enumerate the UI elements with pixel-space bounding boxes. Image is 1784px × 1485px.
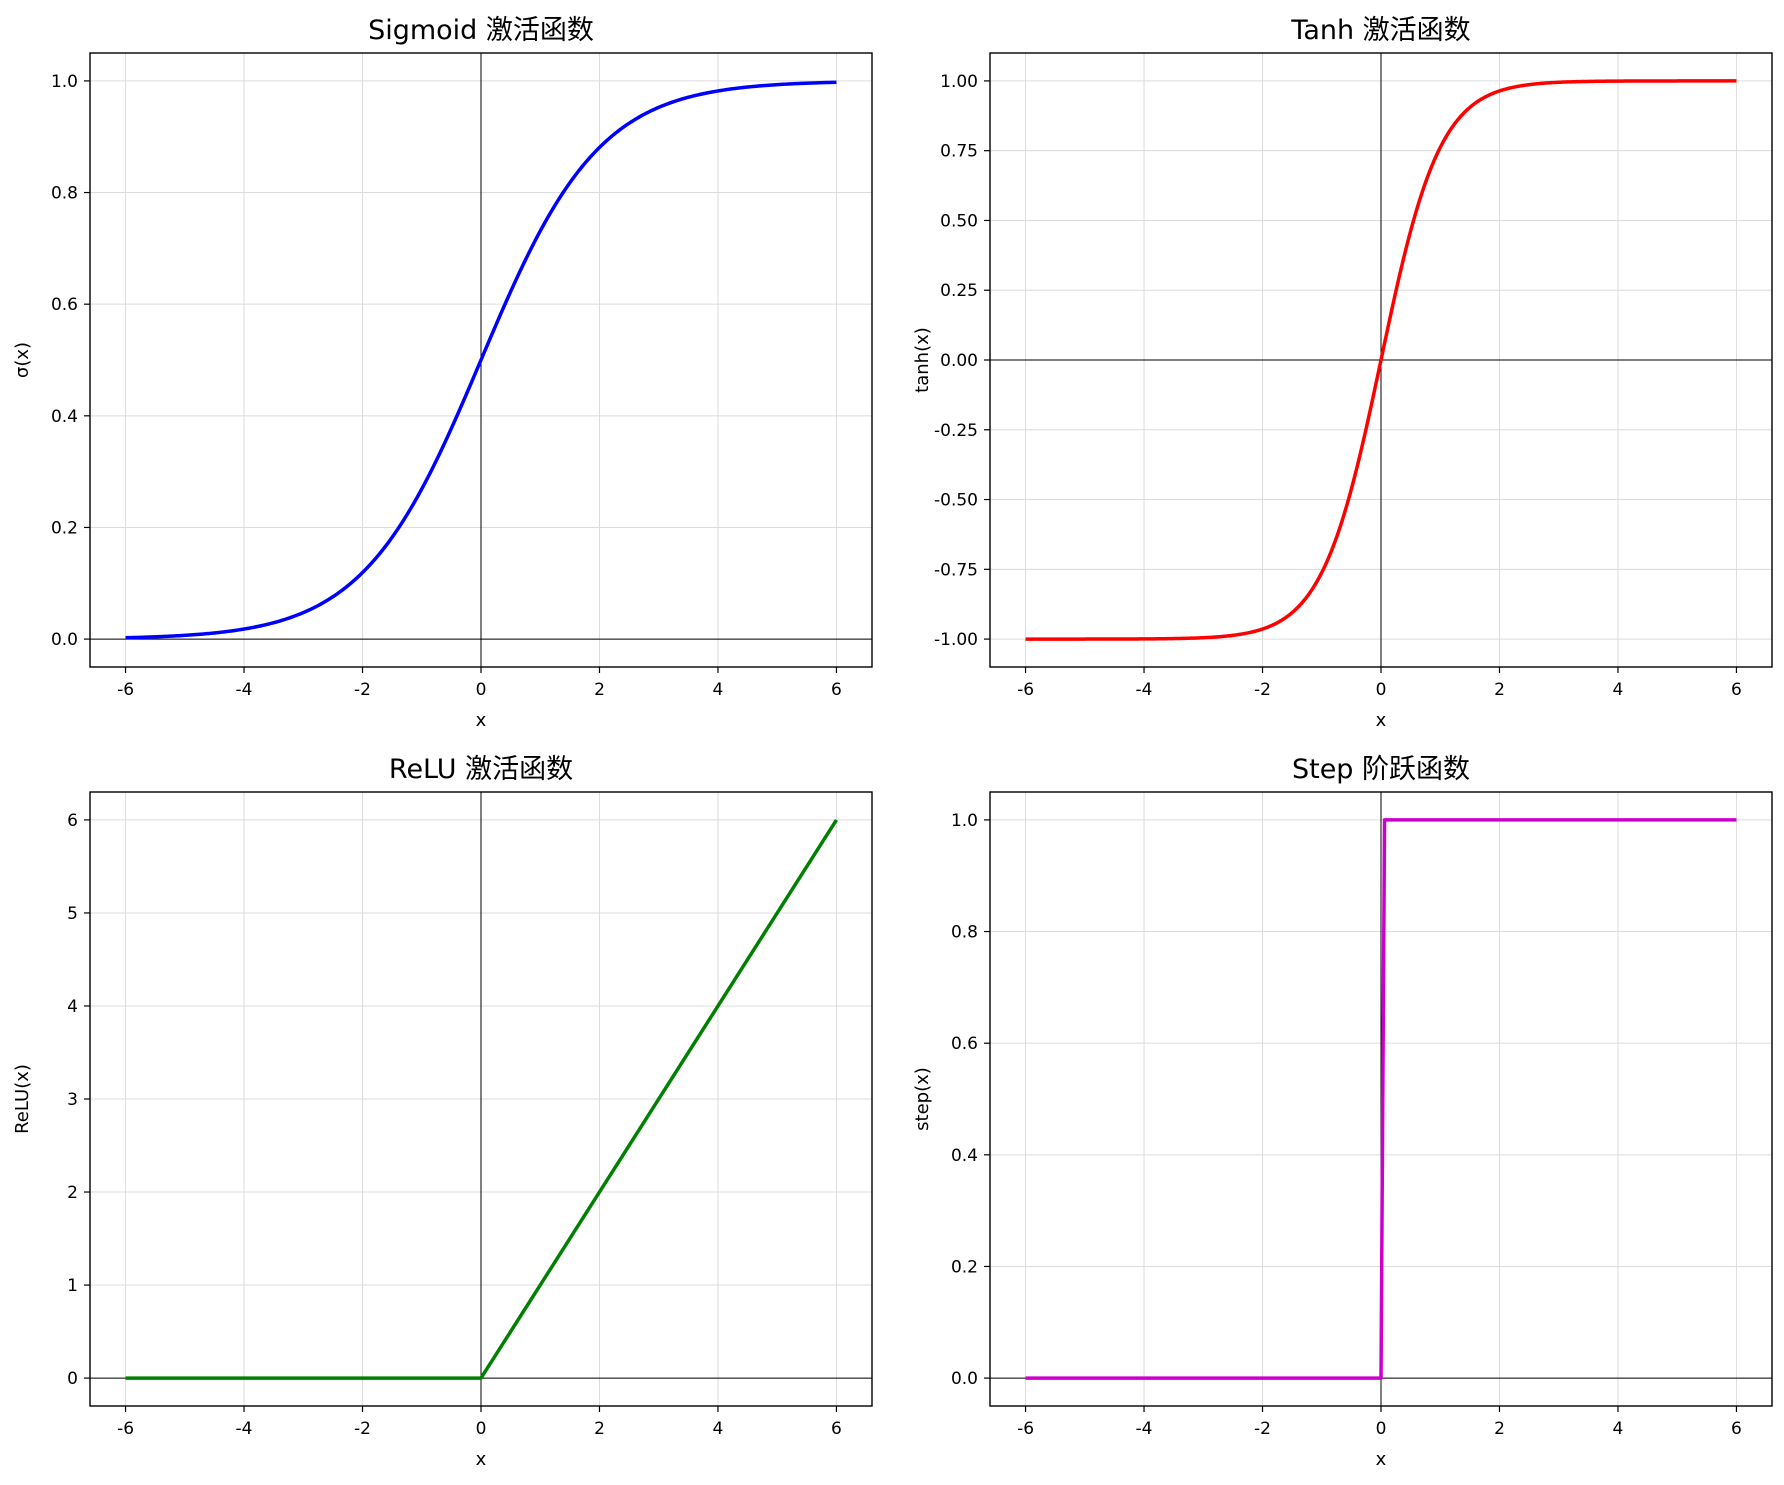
- chart-relu-ytick-label-2: 2: [67, 1183, 78, 1203]
- chart-tanh-xtick-label-3: 0: [1376, 680, 1387, 700]
- chart-tanh-xtick-label-0: -6: [1017, 680, 1034, 700]
- chart-relu-ytick-label-1: 1: [67, 1276, 78, 1296]
- chart-step: -6 -4 -2 0 2 4 6 0.0 0.2 0.4 0.6 0.8 1.0 Step 阶跃函数 x st…: [912, 754, 1773, 1470]
- chart-relu-xtick-label-0: -6: [117, 1419, 134, 1439]
- chart-step-ytick-label-1: 0.2: [951, 1257, 978, 1277]
- chart-relu-xtick-label-3: 0: [476, 1419, 487, 1439]
- chart-tanh-ytick-label-0: -1.00: [934, 630, 978, 650]
- chart-sigmoid-xtick-label-0: -6: [117, 680, 134, 700]
- chart-step-xtick-label-0: -6: [1017, 1419, 1034, 1439]
- chart-relu-ytick-label-5: 5: [67, 904, 78, 924]
- chart-relu-xtick-label-1: -4: [236, 1419, 253, 1439]
- chart-tanh-xtick-label-1: -4: [1136, 680, 1153, 700]
- chart-sigmoid-ytick-label-0: 0.0: [51, 630, 78, 650]
- chart-tanh: -6 -4 -2 0 2 4 6 -1.00 -0.75 -0.50 -0.25 0.00 0.25 0.…: [912, 15, 1773, 731]
- chart-tanh-xlabel: x: [1376, 710, 1387, 731]
- chart-tanh-title: Tanh 激活函数: [1290, 15, 1470, 46]
- chart-step-ylabel: step(x): [912, 1067, 933, 1131]
- chart-tanh-ytick-label-5: 0.25: [940, 281, 978, 301]
- chart-step-xtick-label-1: -4: [1136, 1419, 1153, 1439]
- chart-step-xtick-label-5: 4: [1613, 1419, 1624, 1439]
- chart-step-title: Step 阶跃函数: [1292, 754, 1470, 785]
- chart-relu-ytick-label-0: 0: [67, 1369, 78, 1389]
- chart-tanh-ytick-label-6: 0.50: [940, 211, 978, 231]
- chart-tanh-ytick-label-3: -0.25: [934, 421, 978, 441]
- chart-sigmoid-title: Sigmoid 激活函数: [368, 15, 594, 46]
- chart-sigmoid-xtick-label-1: -4: [236, 680, 253, 700]
- chart-step-ytick-label-0: 0.0: [951, 1369, 978, 1389]
- chart-sigmoid-ytick-label-5: 1.0: [51, 72, 78, 92]
- chart-sigmoid-series-line: [125, 80, 837, 640]
- chart-sigmoid-xtick-label-4: 2: [594, 680, 605, 700]
- chart-step-series-line: [1025, 818, 1737, 1380]
- chart-tanh-ytick-label-1: -0.75: [934, 560, 978, 580]
- chart-tanh-xtick-label-6: 6: [1731, 680, 1742, 700]
- chart-step-xtick-label-2: -2: [1254, 1419, 1271, 1439]
- chart-step-ytick-label-5: 1.0: [951, 811, 978, 831]
- chart-relu-xtick-label-6: 6: [831, 1419, 842, 1439]
- chart-relu-ytick-label-3: 3: [67, 1090, 78, 1110]
- chart-relu-series-line: [125, 818, 838, 1380]
- chart-relu-ytick-label-4: 4: [67, 997, 78, 1017]
- chart-tanh-ytick-label-7: 0.75: [940, 142, 978, 162]
- chart-step-xlabel: x: [1376, 1449, 1387, 1470]
- chart-relu-xtick-label-5: 4: [713, 1419, 724, 1439]
- chart-step-ytick-label-4: 0.8: [951, 923, 978, 943]
- chart-sigmoid-ytick-label-4: 0.8: [51, 184, 78, 204]
- chart-relu-ytick-label-6: 6: [67, 811, 78, 831]
- chart-step-ytick-label-2: 0.4: [951, 1146, 978, 1166]
- chart-sigmoid-xtick-label-2: -2: [354, 680, 371, 700]
- chart-tanh-ytick-label-4: 0.00: [940, 351, 978, 371]
- chart-step-xtick-label-6: 6: [1731, 1419, 1742, 1439]
- chart-sigmoid: -6 -4 -2 0 2 4 6 0.0 0.2 0.4 0.6 0.8 1.0 Sigmoid 激活函数…: [12, 15, 873, 731]
- chart-sigmoid-xlabel: x: [476, 710, 487, 731]
- chart-sigmoid-xtick-label-5: 4: [713, 680, 724, 700]
- chart-tanh-ytick-label-2: -0.50: [934, 491, 978, 511]
- chart-sigmoid-ytick-label-1: 0.2: [51, 518, 78, 538]
- chart-tanh-ytick-label-8: 1.00: [940, 72, 978, 92]
- chart-relu-xtick-label-4: 2: [594, 1419, 605, 1439]
- chart-tanh-xtick-label-4: 2: [1494, 680, 1505, 700]
- chart-tanh-xtick-label-2: -2: [1254, 680, 1271, 700]
- chart-tanh-ylabel: tanh(x): [912, 327, 933, 393]
- chart-step-xtick-label-4: 2: [1494, 1419, 1505, 1439]
- chart-tanh-series-line: [1025, 79, 1737, 641]
- chart-sigmoid-ytick-label-3: 0.6: [51, 295, 78, 315]
- chart-step-ytick-label-3: 0.6: [951, 1034, 978, 1054]
- chart-sigmoid-ytick-label-2: 0.4: [51, 407, 78, 427]
- chart-relu-ylabel: ReLU(x): [12, 1064, 33, 1134]
- chart-sigmoid-xtick-label-6: 6: [831, 680, 842, 700]
- chart-relu-title: ReLU 激活函数: [389, 754, 573, 785]
- chart-relu: -6 -4 -2 0 2 4 6 0 1 2 3 4 5 6 ReLU 激活函数 x ReLU(x): [12, 754, 873, 1470]
- chart-relu-xlabel: x: [476, 1449, 487, 1470]
- chart-step-xtick-label-3: 0: [1376, 1419, 1387, 1439]
- chart-sigmoid-ylabel: σ(x): [12, 342, 33, 378]
- chart-relu-xtick-label-2: -2: [354, 1419, 371, 1439]
- chart-tanh-xtick-label-5: 4: [1613, 680, 1624, 700]
- chart-sigmoid-xtick-label-3: 0: [476, 680, 487, 700]
